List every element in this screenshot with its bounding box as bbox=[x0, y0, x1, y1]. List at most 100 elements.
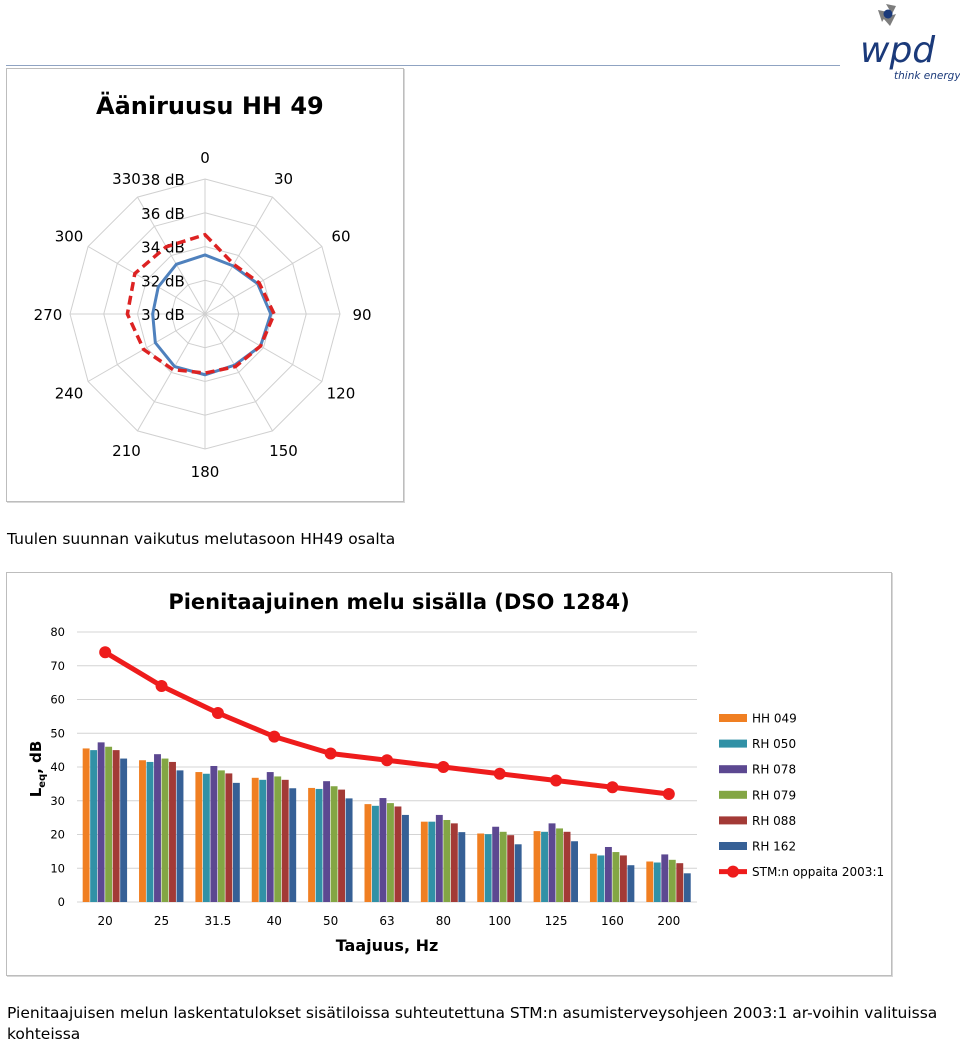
bar bbox=[450, 823, 458, 902]
bar bbox=[315, 788, 323, 902]
bar bbox=[217, 770, 225, 902]
bar bbox=[514, 844, 522, 902]
bar bbox=[232, 782, 240, 902]
guideline-point bbox=[381, 754, 393, 767]
bar bbox=[571, 841, 578, 902]
polar-radial-tick-label: 34 dB bbox=[141, 239, 185, 257]
y-tick-label: 60 bbox=[50, 693, 65, 707]
y-tick-label: 10 bbox=[50, 861, 65, 875]
bar bbox=[364, 804, 372, 902]
bar bbox=[82, 748, 90, 902]
polar-chart-frame: Ääniruusu HH 49 0 30 60 90 120 150 180 210 240 270… bbox=[6, 68, 404, 502]
x-tick-label: 200 bbox=[657, 914, 680, 928]
bar bbox=[435, 814, 443, 902]
polar-spoke bbox=[137, 313, 206, 432]
legend-label: RH 079 bbox=[752, 788, 796, 802]
logo-tagline: think energy bbox=[894, 70, 960, 82]
bar bbox=[323, 781, 331, 902]
polar-angle-label: 180 bbox=[191, 463, 220, 481]
bar bbox=[105, 746, 113, 902]
legend-label: HH 049 bbox=[752, 712, 797, 726]
polar-spoke bbox=[87, 313, 206, 382]
bar bbox=[533, 831, 541, 902]
polar-angle-label: 30 bbox=[274, 170, 293, 188]
bar bbox=[210, 765, 218, 902]
legend-swatch bbox=[719, 714, 747, 722]
bar bbox=[589, 853, 597, 902]
legend-swatch bbox=[719, 765, 747, 774]
polar-spoke bbox=[204, 246, 323, 315]
polar-angle-label: 150 bbox=[269, 442, 298, 460]
wpd-logo: wpd think energy bbox=[860, 4, 960, 82]
polar-angle-label: 330 bbox=[112, 170, 141, 188]
bar bbox=[97, 742, 105, 902]
bar bbox=[484, 834, 492, 902]
y-tick-label: 50 bbox=[50, 726, 65, 740]
polar-radial-tick-label: 36 dB bbox=[141, 205, 185, 223]
bar bbox=[597, 855, 605, 902]
bar bbox=[289, 788, 297, 902]
guideline-point bbox=[493, 767, 506, 780]
bar bbox=[676, 863, 684, 902]
bar bbox=[139, 760, 146, 902]
bar bbox=[661, 854, 669, 902]
bar bbox=[338, 789, 346, 902]
polar-angle-label: 210 bbox=[112, 442, 141, 460]
guideline-series-line bbox=[103, 650, 670, 797]
bar bbox=[112, 750, 120, 902]
y-tick-label: 70 bbox=[50, 659, 65, 673]
bar bbox=[604, 846, 612, 902]
bar bbox=[90, 750, 98, 902]
guideline-point bbox=[268, 730, 281, 743]
x-tick-label: 31.5 bbox=[205, 914, 232, 928]
bar bbox=[251, 777, 259, 902]
bar bbox=[394, 806, 402, 902]
x-tick-label: 25 bbox=[154, 914, 169, 928]
y-tick-label: 0 bbox=[58, 895, 65, 909]
guideline-point bbox=[550, 774, 563, 787]
bar bbox=[541, 831, 548, 902]
bar bbox=[492, 826, 500, 902]
bar bbox=[443, 819, 451, 902]
bar bbox=[176, 770, 184, 902]
bar bbox=[202, 773, 210, 902]
legend-label: RH 078 bbox=[752, 763, 796, 777]
guideline-point bbox=[606, 781, 619, 794]
bar bbox=[225, 773, 233, 902]
y-tick-label: 20 bbox=[50, 828, 65, 842]
bar bbox=[169, 761, 176, 902]
polar-spoke bbox=[204, 196, 273, 315]
x-tick-label: 20 bbox=[98, 914, 113, 928]
legend-swatch bbox=[719, 816, 747, 825]
bar bbox=[266, 772, 274, 902]
x-tick-label: 63 bbox=[379, 914, 394, 928]
guideline-point bbox=[155, 680, 168, 692]
bar bbox=[195, 772, 203, 902]
bar bbox=[477, 833, 485, 902]
pinwheel-icon bbox=[878, 4, 896, 26]
guideline-point bbox=[662, 788, 675, 800]
legend-swatch bbox=[719, 790, 747, 799]
legend-swatch bbox=[719, 739, 747, 748]
guideline-point bbox=[437, 761, 450, 773]
polar-angle-label: 270 bbox=[34, 306, 63, 324]
legend-line-label: STM:n oppaita 2003:1 bbox=[752, 865, 884, 879]
x-tick-label: 160 bbox=[601, 914, 624, 928]
bar bbox=[458, 832, 466, 902]
bar bbox=[274, 776, 282, 902]
polar-angle-label: 90 bbox=[352, 306, 371, 324]
guideline-point bbox=[99, 646, 112, 659]
wind-rose-chart: Ääniruusu HH 49 0 30 60 90 120 150 180 210 240 270… bbox=[34, 91, 372, 481]
bar bbox=[619, 855, 627, 902]
bar bbox=[420, 821, 428, 902]
polar-radial-tick-label: 38 dB bbox=[141, 171, 185, 189]
bar bbox=[646, 861, 654, 902]
bar bbox=[563, 831, 571, 902]
bar bbox=[161, 758, 169, 902]
bar bbox=[154, 754, 161, 902]
bar-chart-frame: Pienitaajuinen melu sisälla (DSO 1284) 0 1… bbox=[6, 572, 892, 976]
x-tick-label: 125 bbox=[545, 914, 568, 928]
x-tick-label: 40 bbox=[267, 914, 282, 928]
bar bbox=[612, 852, 620, 902]
bar bbox=[548, 823, 556, 902]
